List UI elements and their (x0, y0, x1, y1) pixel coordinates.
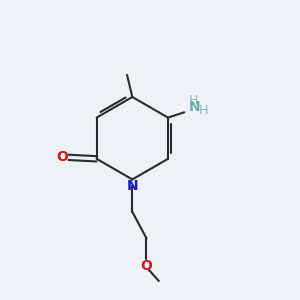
Text: N: N (189, 100, 200, 114)
Text: N: N (127, 179, 138, 193)
Text: O: O (140, 259, 152, 273)
Text: H: H (199, 104, 208, 117)
Text: O: O (56, 150, 68, 164)
Text: H: H (188, 94, 198, 107)
